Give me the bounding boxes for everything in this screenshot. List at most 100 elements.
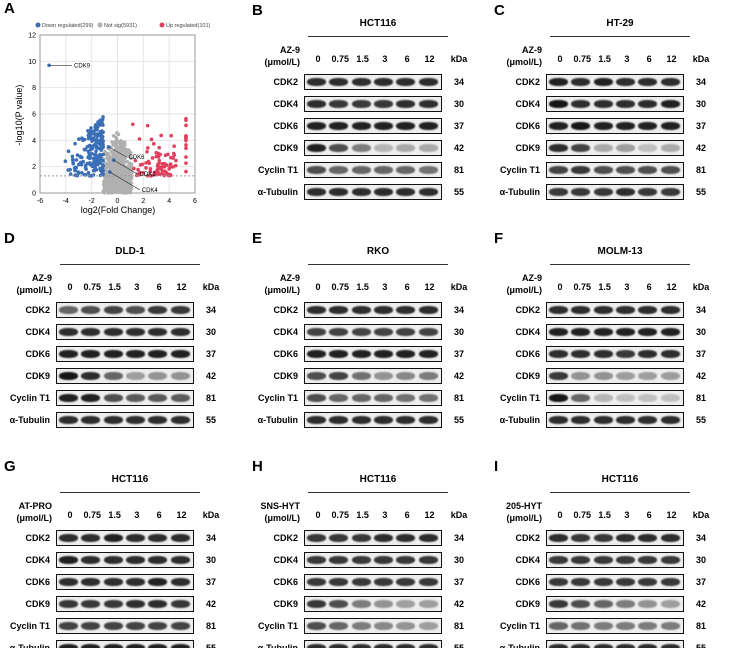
protein-band: [373, 100, 393, 108]
protein-band: [396, 644, 416, 648]
protein-band: [329, 122, 349, 130]
dose-label: 1.5: [598, 282, 611, 292]
protein-band: [638, 166, 658, 174]
label-leader: [108, 146, 127, 158]
point-not-sig: [116, 183, 120, 187]
point-not-sig: [106, 157, 111, 162]
point-down: [77, 162, 81, 167]
panel-letter: A: [4, 0, 15, 17]
y-tick-label: 2: [32, 164, 36, 171]
point-down: [95, 127, 99, 132]
protein-band: [615, 622, 635, 630]
protein-band: [103, 372, 123, 380]
protein-band: [148, 644, 168, 648]
protein-band: [571, 534, 591, 542]
point-down: [63, 159, 68, 164]
protein-band: [125, 600, 145, 608]
dose-gradient-line: [550, 492, 690, 493]
protein-band: [351, 188, 371, 196]
point-up: [133, 158, 138, 163]
protein-band: [103, 306, 123, 314]
kda-header: kDa: [450, 282, 468, 292]
point-down: [74, 158, 79, 162]
point-up: [137, 172, 141, 177]
point-up: [184, 123, 188, 128]
molecular-weight: 81: [695, 621, 706, 631]
point-down: [82, 147, 87, 152]
protein-band: [59, 394, 78, 402]
unit-label: (μmol/L): [16, 285, 53, 295]
protein-band: [396, 600, 416, 608]
blot-strip: [546, 324, 684, 340]
protein-band: [615, 78, 635, 86]
protein-band: [418, 144, 438, 152]
protein-band: [593, 100, 613, 108]
molecular-weight: 42: [453, 371, 464, 381]
point-not-sig: [129, 171, 134, 175]
point-not-sig: [119, 138, 123, 143]
panel-a-volcano-plot: A -6 -4 -2 0 2 4 6 0 2 4 6 8 10 12 CDK9 CDK6 CDK2 CDK4 Dow…: [0, 0, 240, 215]
protein-label: CDK9: [515, 599, 540, 609]
protein-band: [615, 372, 635, 380]
protein-label: CDK4: [25, 555, 50, 565]
blot-strip: [546, 390, 684, 406]
protein-band: [81, 622, 101, 630]
molecular-weight: 55: [205, 643, 216, 648]
blot-strip: [304, 324, 442, 340]
gene-label: CDK6: [128, 155, 145, 161]
blot-strip: [304, 596, 442, 612]
protein-band: [549, 394, 568, 402]
point-down: [100, 146, 105, 150]
point-up: [169, 133, 174, 138]
point-down: [73, 141, 77, 146]
protein-band: [615, 166, 635, 174]
x-tick-label: 0: [116, 198, 120, 205]
kda-header: kDa: [692, 282, 710, 292]
protein-label: CDK6: [25, 577, 50, 587]
molecular-weight: 30: [695, 327, 706, 337]
protein-band: [571, 188, 591, 196]
dose-label: 12: [666, 510, 677, 520]
blot-strip: [56, 552, 194, 568]
dose-label: 12: [424, 282, 435, 292]
protein-band: [351, 144, 371, 152]
protein-band: [660, 578, 680, 586]
point-not-sig: [129, 185, 133, 189]
panel-i-western-blot: I HCT116 205-HYT (μmol/L) 0 0.75 1.5 3 6 12 kDa C…: [490, 458, 735, 648]
point-up: [168, 165, 172, 170]
dose-gradient-line: [550, 36, 690, 37]
point-down: [99, 120, 104, 125]
point-not-sig: [106, 182, 111, 186]
point-not-sig: [109, 149, 114, 154]
dose-label: 0: [557, 282, 563, 292]
panel-b-western-blot: B HCT116 AZ-9 (μmol/L) 0 0.75 1.5 3 6 12 kDa CDK2…: [248, 2, 493, 217]
protein-band: [351, 328, 371, 336]
blot-strip: [304, 530, 442, 546]
point-down: [66, 168, 71, 172]
panel-e-western-blot: E RKO AZ-9 (μmol/L) 0 0.75 1.5 3 6 12 kDa CDK2 34…: [248, 230, 493, 445]
molecular-weight: 37: [695, 577, 706, 587]
point-down: [66, 149, 71, 154]
protein-band: [351, 166, 371, 174]
protein-band: [660, 600, 680, 608]
protein-label: α-Tubulin: [257, 415, 298, 425]
dose-label: 0.75: [331, 54, 350, 64]
protein-label: Cyclin T1: [257, 621, 298, 631]
panel-letter: G: [4, 458, 16, 475]
protein-band: [418, 622, 438, 630]
protein-band: [418, 188, 438, 196]
point-down: [98, 130, 103, 135]
protein-band: [660, 100, 680, 108]
protein-band: [307, 416, 326, 424]
protein-band: [351, 416, 371, 424]
point-not-sig: [112, 152, 117, 157]
protein-label: CDK6: [273, 349, 298, 359]
protein-band: [418, 600, 438, 608]
volcano-chart: -6 -4 -2 0 2 4 6 0 2 4 6 8 10 12 CDK9 CDK6 CDK2 CDK4 Down …: [14, 22, 211, 215]
protein-band: [103, 644, 123, 648]
point-down: [68, 172, 73, 176]
protein-band: [615, 534, 635, 542]
protein-band: [351, 534, 371, 542]
protein-band: [396, 306, 416, 314]
protein-band: [638, 578, 658, 586]
